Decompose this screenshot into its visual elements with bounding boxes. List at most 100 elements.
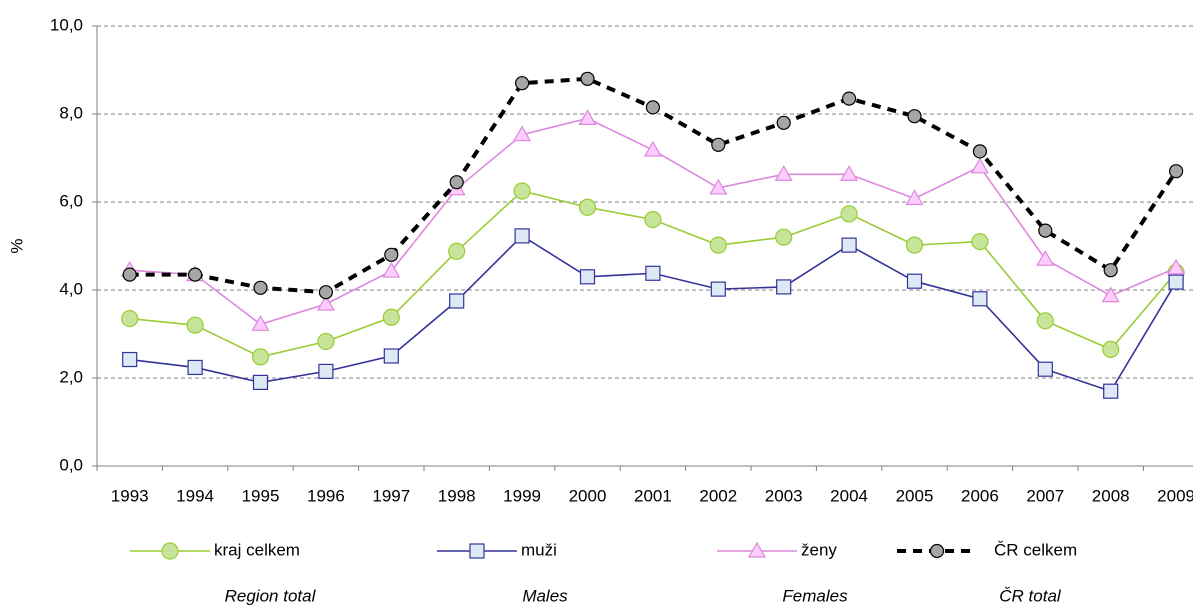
y-tick-label: 2,0 (59, 367, 83, 386)
data-point (644, 211, 662, 229)
legend-marker (929, 543, 945, 559)
data-point (187, 359, 203, 376)
data-point (382, 308, 400, 326)
x-tick-label: 2007 (1026, 486, 1064, 505)
data-point (580, 71, 595, 86)
legend-marker (469, 543, 485, 559)
x-tick-label: 1998 (438, 486, 476, 505)
data-point (971, 233, 989, 251)
y-tick-label: 0,0 (59, 455, 83, 474)
legend-subtitle: Females (782, 586, 848, 605)
data-point (513, 125, 532, 142)
data-point (1103, 383, 1119, 399)
x-tick-label: 2006 (961, 486, 999, 505)
data-point (1036, 249, 1055, 266)
legend-label: muži (521, 540, 557, 559)
data-point (840, 165, 859, 181)
data-point (122, 351, 138, 368)
data-point (710, 281, 726, 297)
data-point (905, 236, 924, 254)
y-tick-label: 8,0 (59, 103, 83, 122)
y-axis-label: % (7, 238, 26, 253)
x-tick-label: 2002 (699, 486, 737, 505)
x-tick-label: 1993 (111, 486, 149, 505)
data-point (513, 182, 531, 200)
data-point (317, 332, 335, 351)
data-point (578, 198, 597, 216)
legend-marker (161, 542, 179, 560)
y-tick-label: 10,0 (50, 15, 83, 34)
data-point (1102, 340, 1120, 358)
y-tick-label: 4,0 (59, 279, 83, 298)
data-point (709, 178, 728, 195)
data-point (316, 294, 335, 311)
data-point (709, 236, 727, 254)
data-point (1037, 361, 1053, 377)
data-point (775, 228, 793, 246)
data-point (645, 100, 661, 115)
legend-subtitle: ČR total (999, 586, 1062, 605)
data-point (1168, 274, 1184, 290)
data-point (253, 280, 268, 295)
data-point (514, 228, 530, 244)
x-tick-label: 2001 (634, 486, 672, 505)
data-point (251, 315, 270, 331)
data-point (1168, 164, 1184, 179)
data-point (776, 115, 791, 130)
data-point (1103, 263, 1118, 278)
data-point (1036, 312, 1054, 330)
x-tick-label: 1997 (372, 486, 410, 505)
data-point (449, 293, 465, 309)
legend-subtitle: Region total (225, 586, 317, 605)
data-point (318, 285, 333, 300)
data-point (645, 265, 661, 281)
data-point (1101, 286, 1120, 303)
data-point (514, 76, 530, 91)
legend-label: kraj celkem (214, 540, 300, 559)
x-tick-label: 1999 (503, 486, 541, 505)
data-point (776, 279, 792, 295)
data-point (186, 316, 204, 334)
data-point (1167, 258, 1186, 275)
x-tick-label: 2008 (1092, 486, 1130, 505)
legend-label: ČR celkem (994, 540, 1077, 559)
data-point (382, 261, 401, 278)
data-point (711, 137, 726, 152)
data-point (318, 363, 334, 379)
data-point (384, 247, 399, 262)
data-point (251, 348, 270, 366)
legend-subtitle: Males (522, 586, 568, 605)
data-point (643, 140, 662, 157)
x-tick-label: 2004 (830, 486, 868, 505)
x-tick-label: 1994 (176, 486, 214, 505)
data-point (252, 374, 269, 390)
data-point (840, 205, 858, 223)
data-point (1038, 223, 1053, 238)
legend-label: ženy (801, 540, 837, 559)
data-point (579, 269, 596, 285)
y-tick-label: 6,0 (59, 191, 83, 210)
data-point (841, 91, 857, 106)
data-point (449, 175, 464, 190)
x-tick-label: 2005 (896, 486, 934, 505)
x-tick-label: 1995 (242, 486, 280, 505)
legend-marker (747, 541, 767, 558)
data-point (972, 144, 988, 159)
data-point (122, 267, 137, 282)
x-tick-label: 2009 (1157, 486, 1193, 505)
x-tick-label: 1996 (307, 486, 345, 505)
x-tick-label: 2000 (569, 486, 607, 505)
data-point (907, 109, 922, 124)
series-line (129, 234, 1177, 393)
data-point (970, 157, 989, 174)
data-point (188, 267, 203, 282)
data-point (905, 189, 924, 206)
data-point (448, 242, 466, 260)
data-point (774, 165, 793, 181)
data-point (906, 273, 923, 289)
data-point (972, 291, 988, 307)
data-point (121, 310, 139, 328)
data-point (841, 237, 857, 253)
data-point (578, 109, 597, 126)
